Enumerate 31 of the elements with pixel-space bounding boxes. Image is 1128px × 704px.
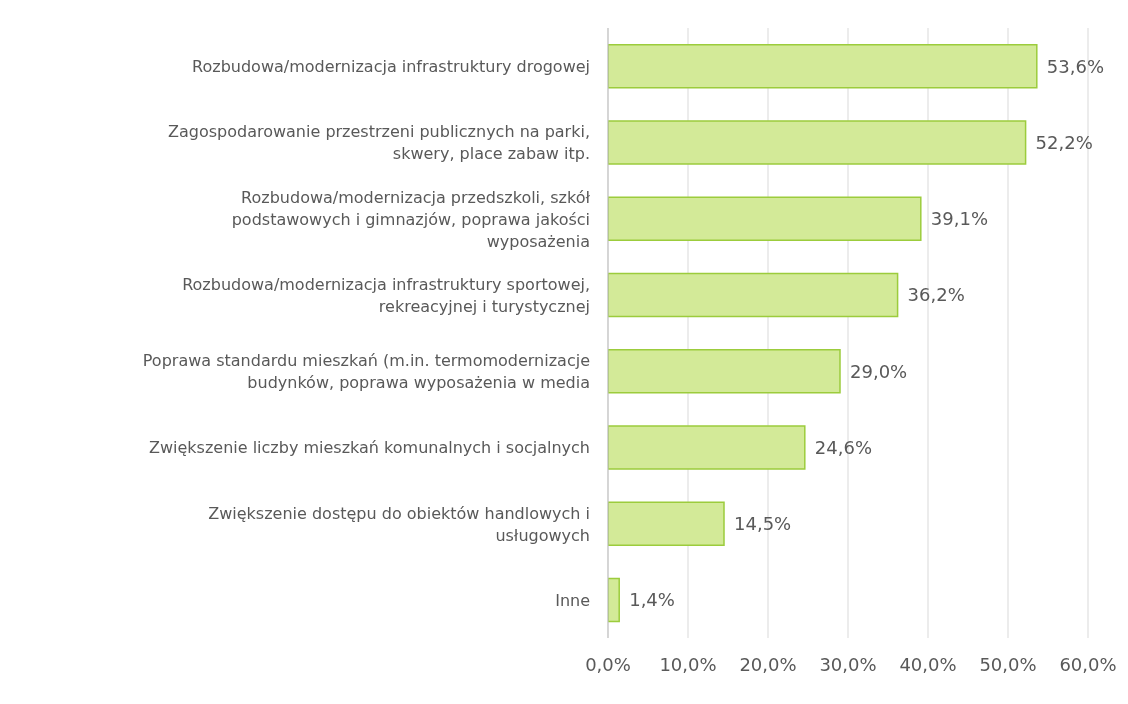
data-label: 39,1%	[930, 208, 988, 230]
y-tick-label: Rozbudowa/modernizacja infrastruktury sportowej, rekreacyjnej i turystycznej	[182, 274, 590, 316]
x-tick-label: 10,0%	[659, 653, 717, 675]
y-tick-label: Zwiększenie liczby mieszkań komunalnych i socjalnych	[148, 437, 590, 457]
bar	[608, 44, 1038, 89]
y-tick-label: Zagospodarowanie przestrzeni publicznych na parki, skwery, place zabaw itp.	[168, 121, 590, 163]
data-label: 24,6%	[814, 436, 872, 458]
bar	[608, 349, 841, 394]
data-label: 52,2%	[1035, 131, 1093, 153]
bar	[608, 501, 725, 547]
bar	[608, 272, 899, 318]
bar	[608, 577, 620, 623]
bar	[608, 196, 922, 242]
x-tick-label: 30,0%	[819, 653, 877, 675]
y-tick-label: Inne	[555, 590, 590, 610]
bar	[608, 425, 806, 470]
y-tick-label: Poprawa standardu mieszkań (m.in. termomodernizacje budynków, poprawa wyposażenia w media	[142, 350, 590, 392]
data-label: 36,2%	[907, 284, 965, 306]
x-tick-label: 0,0%	[585, 653, 631, 675]
x-tick-label: 50,0%	[979, 653, 1037, 675]
data-label: 53,6%	[1046, 55, 1104, 77]
x-tick-label: 40,0%	[899, 653, 957, 675]
data-label: 1,4%	[629, 589, 675, 611]
bar	[608, 120, 1027, 165]
x-tick-label: 20,0%	[739, 653, 797, 675]
x-tick-label: 60,0%	[1059, 653, 1117, 675]
data-label: 14,5%	[734, 513, 792, 535]
y-tick-label: Rozbudowa/modernizacja infrastruktury drogowej	[192, 56, 590, 76]
y-tick-label: Rozbudowa/modernizacja przedszkoli, szkół podstawowych i gimnazjów, poprawa jakości wyposażenia	[231, 187, 591, 251]
y-tick-label: Zwiększenie dostępu do obiektów handlowych i usługowych	[208, 503, 590, 545]
data-label: 29,0%	[850, 360, 908, 382]
